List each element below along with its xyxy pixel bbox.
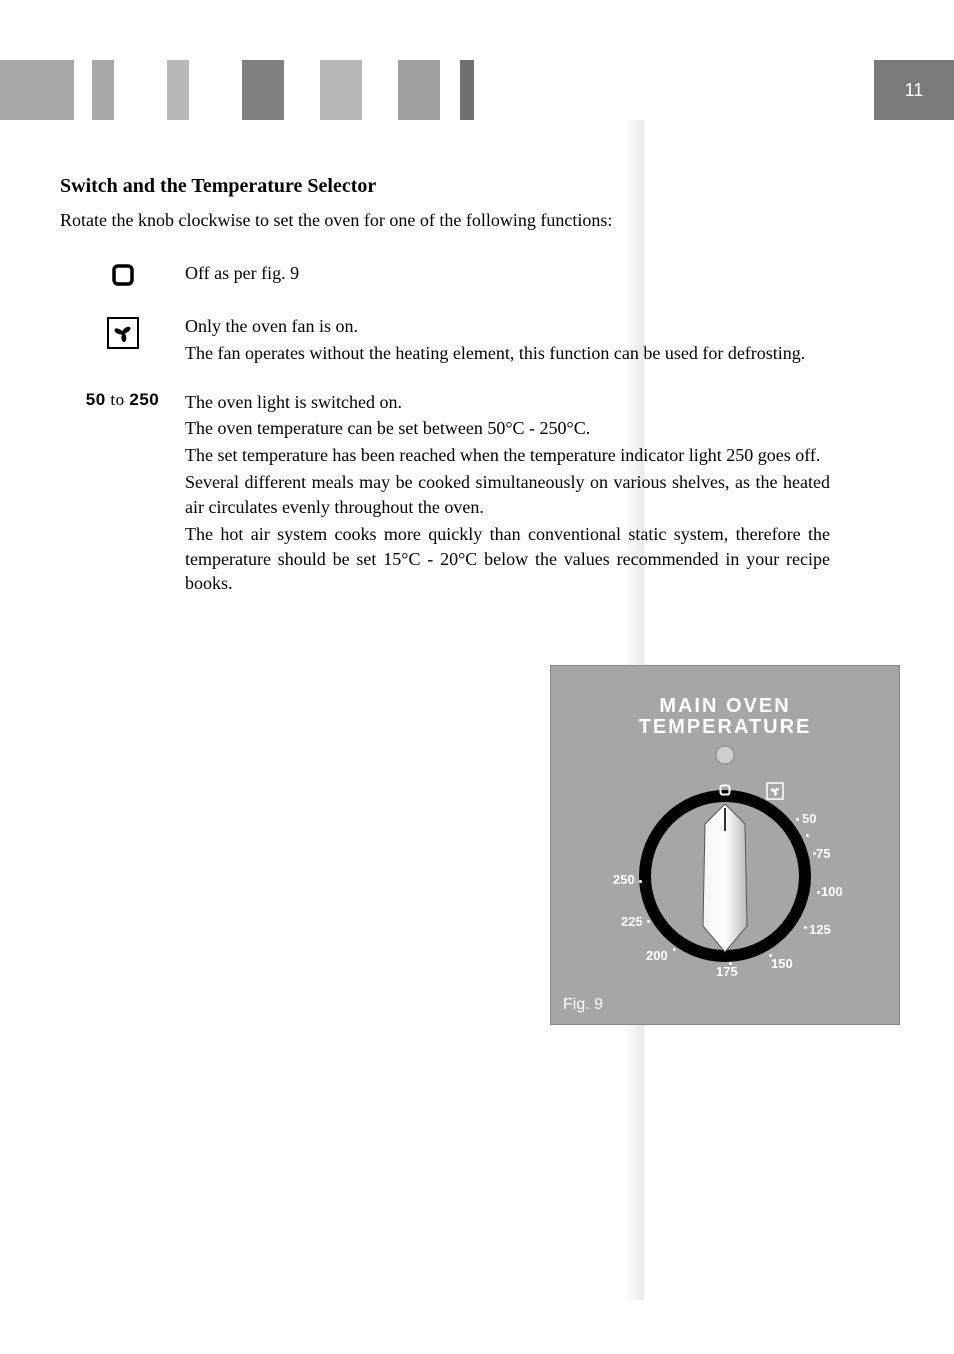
function-text: Several different meals may be cooked si… (185, 470, 830, 520)
header-bar (398, 60, 440, 120)
page-number: 11 (874, 60, 954, 120)
header-bar (92, 60, 114, 120)
dial-tick (647, 920, 650, 923)
dial-tick (806, 834, 809, 837)
dial-mark: 75 (816, 846, 830, 861)
temperature-range-label: 50 to 250 (86, 390, 160, 410)
figure-9: MAIN OVEN TEMPERATURE (550, 665, 900, 1025)
dial-mark: 125 (809, 922, 831, 937)
section-title: Switch and the Temperature Selector (60, 175, 830, 198)
dial-mark: 50 (802, 811, 816, 826)
header-bars (0, 60, 954, 120)
dial-tick (813, 852, 816, 855)
figure-label: Fig. 9 (563, 996, 603, 1014)
header-bar (0, 60, 74, 120)
dial-mark: 150 (771, 956, 793, 971)
dial-fan-icon (766, 782, 784, 800)
function-text: The fan operates without the heating ele… (185, 341, 830, 366)
dial-tick (769, 954, 772, 957)
function-row-off: Off as per fig. 9 (60, 261, 830, 292)
dial-mark: 225 (621, 914, 643, 929)
section-intro: Rotate the knob clockwise to set the ove… (60, 210, 830, 231)
function-text: The set temperature has been reached whe… (185, 443, 830, 468)
header-bar (460, 60, 474, 120)
dial-mark: 200 (646, 948, 668, 963)
dial-tick (804, 926, 807, 929)
function-row-fan: Only the oven fan is on. The fan operate… (60, 314, 830, 368)
indicator-light-icon (714, 744, 736, 766)
function-text: The oven light is switched on. (185, 390, 830, 415)
header-bar (320, 60, 362, 120)
function-text: The oven temperature can be set between … (185, 416, 830, 441)
function-row-range: 50 to 250 The oven light is switched on.… (60, 390, 830, 599)
dial-tick (639, 880, 642, 883)
dial-tick (673, 948, 676, 951)
dial-mark: 100 (821, 884, 843, 899)
off-icon (111, 263, 135, 292)
dial-title: MAIN OVEN TEMPERATURE (551, 696, 899, 738)
dial-off-icon (719, 784, 731, 796)
function-text: Only the oven fan is on. (185, 314, 830, 339)
function-text: The hot air system cooks more quickly th… (185, 522, 830, 596)
dial-mark: 250 (613, 872, 635, 887)
dial-tick (729, 962, 732, 965)
header-bar (167, 60, 189, 120)
function-text: Off as per fig. 9 (185, 261, 830, 286)
dial-tick (796, 818, 799, 821)
fan-icon (106, 316, 140, 355)
page-content: Switch and the Temperature Selector Rota… (60, 175, 830, 620)
dial-tick (817, 891, 820, 894)
dial-mark: 175 (716, 964, 738, 979)
header-bar (242, 60, 284, 120)
